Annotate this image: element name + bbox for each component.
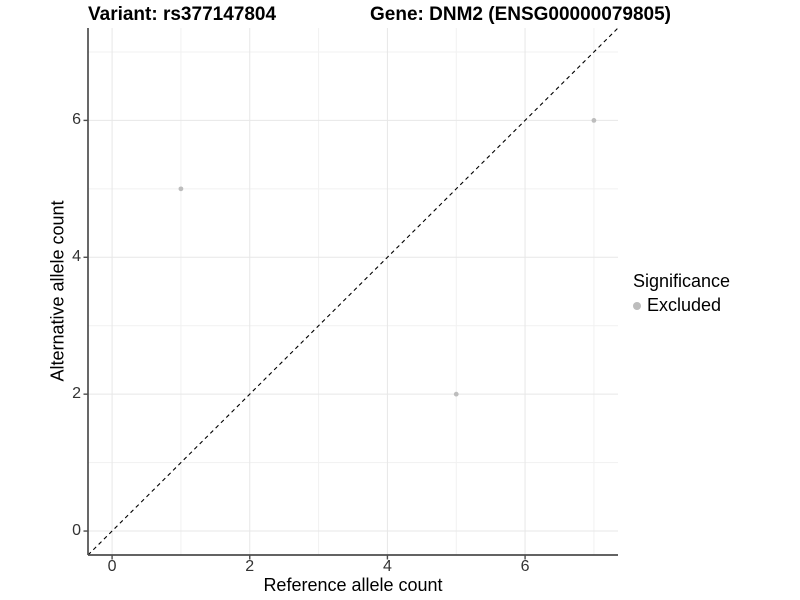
data-point [178,186,184,192]
legend-title: Significance [633,271,731,291]
y-tick-label: 6 [72,111,81,129]
x-tick-label: 4 [382,558,392,575]
gene-title: Gene: DNM2 (ENSG00000079805) [370,4,671,25]
x-tick-label: 0 [107,558,117,575]
x-tick-label: 6 [520,558,530,575]
data-point [453,391,459,397]
y-axis-title: Alternative allele count [47,200,68,382]
identity-line [87,27,619,556]
x-axis-title: Reference allele count [263,575,443,595]
variant-title: Variant: rs377147804 [88,4,277,25]
y-tick-label: 4 [72,248,81,266]
excluded-point-icon [633,301,641,310]
x-tick-label: 2 [245,558,255,575]
y-tick-label: 0 [72,522,81,540]
data-point [591,117,597,123]
y-tick-label: 2 [72,385,81,403]
legend: Significance Excluded [633,271,730,316]
legend-item-excluded: Excluded [633,295,730,316]
legend-item-label: Excluded [647,295,722,315]
